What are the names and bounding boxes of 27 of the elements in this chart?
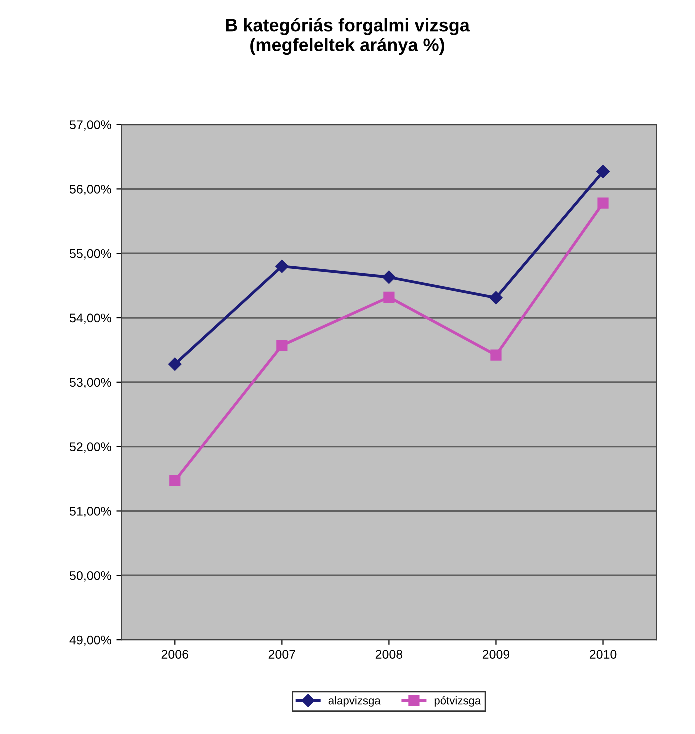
y-tick-label: 52,00% (70, 442, 112, 453)
point (384, 292, 395, 303)
y-tick-label: 57,00% (70, 120, 112, 131)
x-tick-label: 2008 (376, 650, 403, 659)
point (276, 260, 289, 274)
legend-label: pótvizsga (434, 696, 482, 707)
y-tick-label: 49,00% (70, 636, 112, 646)
chart-title: B kategóriás forgalmi vizsga (megfeleltek aránya %) (226, 18, 470, 56)
y-tick-label: 53,00% (70, 378, 112, 389)
y-tick-label: 50,00% (70, 571, 112, 582)
point (490, 291, 503, 305)
point (170, 475, 181, 487)
y-tick-label: 56,00% (70, 184, 112, 196)
x-tick-label: 2007 (268, 650, 296, 659)
y-tick-label: 51,00% (70, 507, 112, 518)
y-tick-label: 54,00% (70, 314, 112, 324)
point (276, 340, 288, 352)
x-tick-label: 2006 (162, 650, 188, 659)
point (168, 358, 182, 371)
x-tick-label: 2010 (590, 650, 617, 659)
point (382, 270, 396, 284)
y-tick-label: 55,00% (70, 249, 112, 260)
x-tick-label: 2009 (482, 650, 510, 659)
point (490, 350, 502, 361)
point (598, 198, 609, 209)
point (596, 165, 610, 178)
legend-label: alapvizsga (328, 696, 381, 707)
